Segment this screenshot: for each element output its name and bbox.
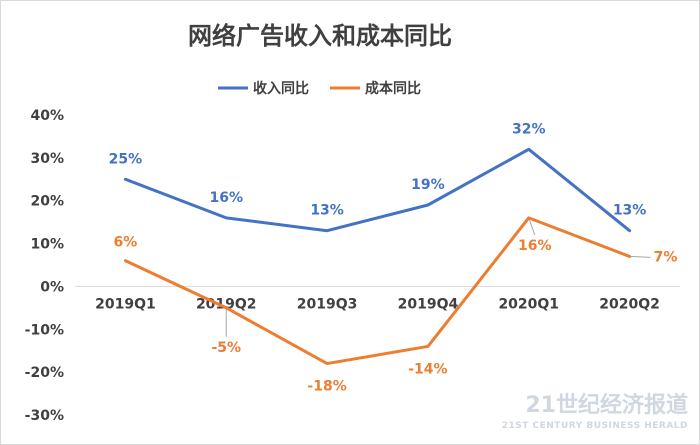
data-labels: 25% 16% 13% 19% 32% 13% 6% -5% -18% -14% 16% 7%: [109, 121, 678, 394]
label-leader-line: [528, 217, 536, 236]
legend: 收入同比 成本同比: [218, 80, 421, 97]
data-label-revenue: 19%: [411, 177, 445, 193]
legend-label-cost: 成本同比: [365, 80, 421, 97]
data-label-revenue: 13%: [613, 203, 647, 219]
data-label-revenue: 13%: [310, 203, 344, 219]
y-tick-label: 20%: [30, 194, 64, 210]
label-leader-lines: [225, 217, 651, 337]
watermark-main: 21世纪经济报道: [525, 392, 688, 418]
y-tick-label: -30%: [25, 408, 64, 424]
y-tick-label: 30%: [30, 151, 64, 167]
legend-label-revenue: 收入同比: [253, 80, 309, 97]
y-tick-label: -20%: [25, 365, 64, 381]
y-tick-label: 10%: [30, 237, 64, 253]
y-axis-ticks: 40% 30% 20% 10% 0% -10% -20% -30%: [25, 108, 64, 424]
x-tick-label: 2020Q2: [599, 296, 660, 312]
y-tick-label: 40%: [30, 108, 64, 124]
series-line-revenue: [123, 147, 632, 233]
watermark-sub: 21ST CENTURY BUSINESS HERALD: [502, 421, 688, 431]
data-label-revenue: 25%: [109, 151, 143, 167]
series-line-cost: [123, 216, 632, 366]
y-tick-label: -10%: [25, 322, 64, 338]
series-lines: [123, 147, 632, 366]
data-label-cost: 7%: [654, 249, 678, 265]
data-label-revenue: 32%: [512, 121, 546, 137]
x-tick-label: 2019Q3: [297, 296, 358, 312]
x-tick-label: 2020Q1: [498, 296, 559, 312]
x-tick-label: 2019Q1: [95, 296, 156, 312]
data-label-cost: -18%: [307, 379, 346, 395]
watermark: 21世纪经济报道 21ST CENTURY BUSINESS HERALD: [502, 392, 688, 431]
x-tick-label: 2019Q4: [398, 296, 459, 312]
data-label-cost: -5%: [211, 340, 241, 356]
data-label-cost: 16%: [518, 238, 552, 254]
data-label-cost: -14%: [408, 361, 447, 377]
label-leader-line: [629, 255, 651, 258]
chart-title: 网络广告收入和成本同比: [188, 22, 452, 50]
data-label-cost: 6%: [114, 235, 138, 251]
data-label-revenue: 16%: [209, 190, 243, 206]
y-tick-label: 0%: [40, 279, 64, 295]
